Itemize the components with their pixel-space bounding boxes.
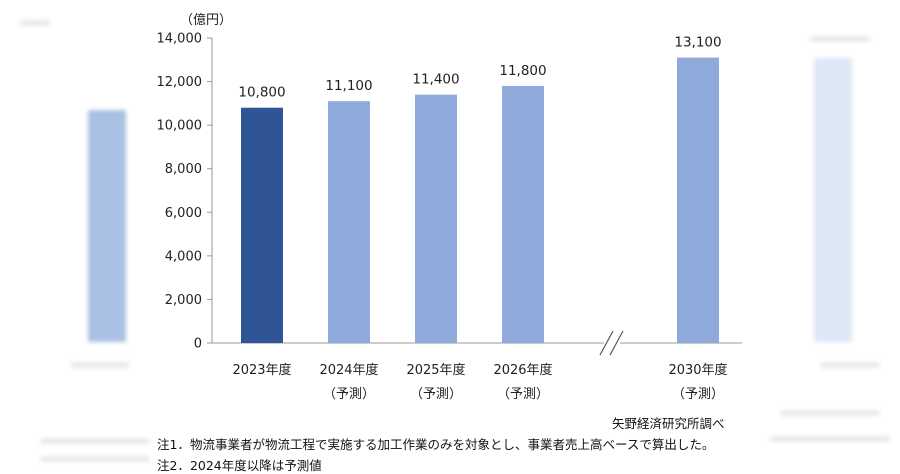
x-tick-sublabel: （予測） [672, 387, 724, 402]
value-label: 11,400 [412, 72, 459, 88]
x-tick-label: 2030年度 [668, 362, 727, 378]
y-tick-label: 12,000 [157, 75, 203, 90]
y-tick-label: 2,000 [165, 293, 202, 308]
bar [241, 107, 283, 343]
value-label: 11,100 [325, 78, 372, 94]
y-axis-unit-label: （億円） [180, 12, 232, 28]
y-tick-label: 10,000 [157, 119, 203, 134]
value-labels: 10,800 11,100 11,400 11,800 13,100 [238, 35, 721, 101]
blurred-right-background [745, 0, 900, 473]
x-tick-label: 2024年度 [319, 362, 378, 378]
value-label: 13,100 [674, 35, 721, 51]
y-tick-label: 0 [194, 337, 202, 352]
y-tick-label: 4,000 [165, 249, 202, 264]
bar [502, 85, 544, 343]
value-label: 10,800 [238, 85, 285, 101]
axis-break-slash [599, 330, 614, 356]
note-2: 注2．2024年度以降は予測値 [157, 458, 322, 473]
axis-break-slash [609, 330, 624, 356]
x-tick-sublabel: （予測） [323, 387, 375, 402]
x-tick-label: 2025年度 [406, 362, 465, 378]
axes [207, 37, 742, 344]
axis-break-mark [599, 330, 624, 356]
x-tick-label: 2026年度 [493, 362, 552, 378]
y-tick-label: 6,000 [165, 206, 202, 221]
x-tick-sublabel: （予測） [410, 387, 462, 402]
y-tick-labels: 0 2,000 4,000 6,000 8,000 10,000 12,000 14,000 [157, 32, 203, 352]
y-tick-label: 14,000 [157, 32, 203, 47]
bars [241, 57, 719, 344]
y-tick-label: 8,000 [165, 162, 202, 177]
value-label: 11,800 [499, 63, 546, 79]
bar [415, 94, 457, 344]
x-tick-labels: 2023年度 2024年度 （予測） 2025年度 （予測） 2026年度 （予測） 2030… [232, 362, 727, 402]
source-credit: 矢野経済研究所調べ [612, 416, 725, 431]
x-tick-sublabel: （予測） [497, 387, 549, 402]
bar [677, 57, 719, 343]
blurred-left-background [0, 0, 155, 473]
note-1: 注1．物流事業者が物流工程で実施する加工作業のみを対象とし、事業者売上高ベースで… [157, 437, 715, 452]
x-tick-label: 2023年度 [232, 362, 291, 378]
bar [328, 101, 370, 343]
